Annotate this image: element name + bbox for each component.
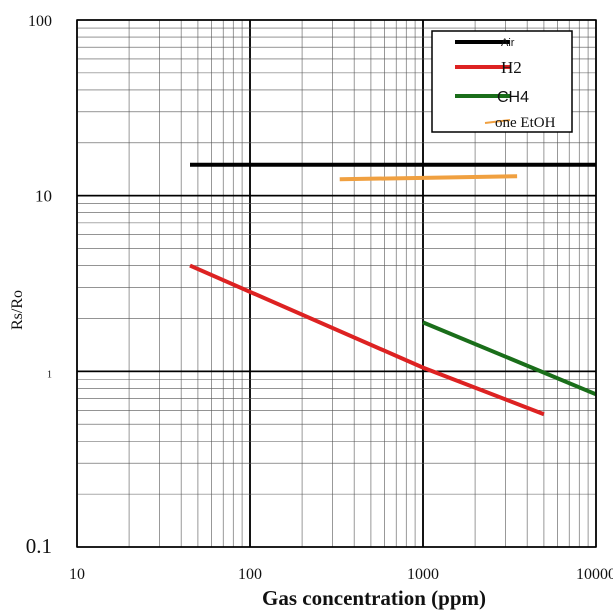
legend-label: one EtOH	[495, 115, 556, 131]
plot-frame	[76, 19, 597, 548]
legend-swatch	[484, 119, 511, 124]
x-axis-title: Gas concentration (ppm)	[262, 586, 486, 610]
x-tick-label: 1000	[407, 566, 439, 583]
y-tick-label: 10	[35, 187, 52, 206]
series-layer	[189, 162, 597, 417]
y-tick-label: 0.1	[26, 534, 52, 558]
series-line-h2	[189, 263, 545, 417]
legend-label: H2	[501, 58, 522, 77]
series-line-ch4	[422, 320, 597, 397]
legend-label: CH4	[497, 89, 529, 106]
legend-box	[431, 30, 573, 133]
legend: Air H2 CH4 one EtOH	[431, 30, 573, 133]
y-tick-labels: 0.1 1 10 100	[26, 13, 52, 558]
x-tick-label: 100	[238, 566, 262, 583]
series-line-one-etoh	[339, 174, 518, 182]
x-tick-label: 10	[69, 566, 85, 583]
legend-label: Air	[501, 37, 515, 49]
x-tick-labels: 10 100 1000 10000	[69, 566, 613, 583]
y-axis-title: Rs/Ro	[9, 290, 26, 330]
x-tick-label: 10000	[576, 566, 613, 583]
y-tick-label: 100	[28, 13, 52, 30]
y-tick-label: 1	[47, 369, 52, 380]
